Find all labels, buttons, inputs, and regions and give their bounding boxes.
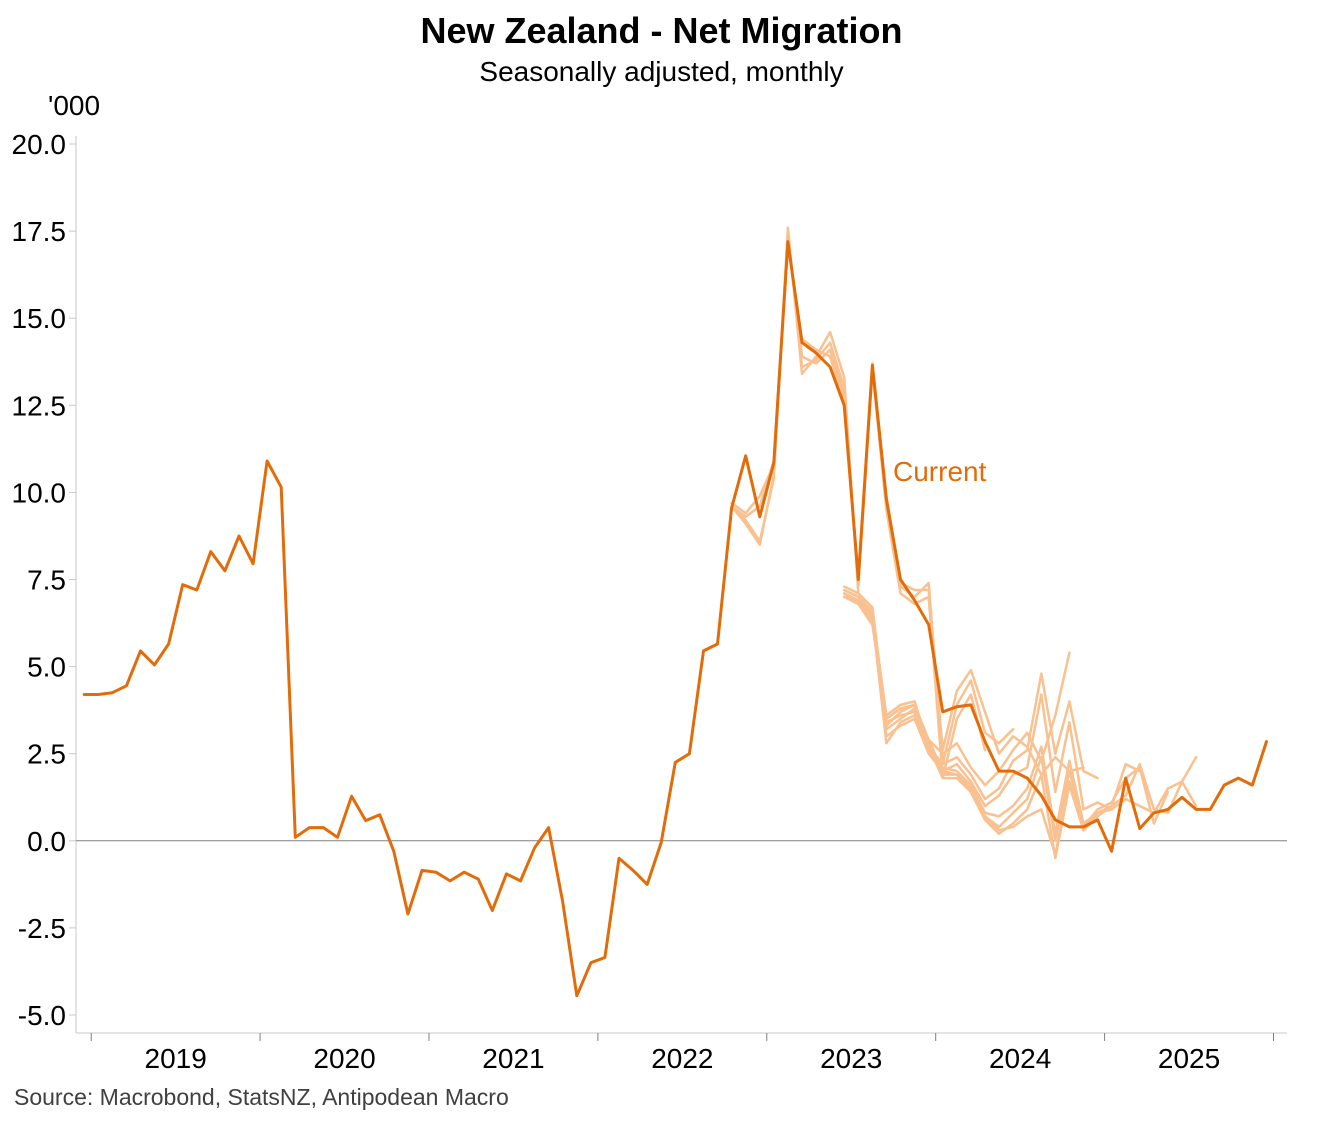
x-tick-label: 2019 — [145, 1043, 207, 1074]
source-note: Source: Macrobond, StatsNZ, Antipodean M… — [14, 1084, 509, 1110]
x-tick-label: 2024 — [989, 1043, 1051, 1074]
x-axis-ticks: 2019 2020 2021 2022 2023 2024 2025 — [90, 1033, 1274, 1074]
series-line-vintage-7 — [842, 592, 1113, 811]
y-tick-label: 10.0 — [12, 477, 67, 508]
chart-title: New Zealand - Net Migration — [420, 10, 903, 51]
series-line-vintage-2 — [730, 229, 987, 780]
x-tick-label: 2022 — [651, 1043, 713, 1074]
y-tick-label: 5.0 — [27, 652, 66, 683]
annotation-current: Current — [893, 456, 987, 487]
series-line-vintage-4 — [730, 243, 1085, 776]
y-tick-label: 7.5 — [27, 565, 66, 596]
chart-subtitle: Seasonally adjusted, monthly — [479, 56, 844, 87]
y-tick-label: -2.5 — [18, 913, 66, 944]
series-line-vintage-3 — [730, 236, 1015, 766]
y-tick-label: -5.0 — [18, 1000, 66, 1031]
series-line-current — [82, 240, 1268, 998]
series-line-vintage-10 — [842, 588, 1198, 860]
y-tick-label: 2.5 — [27, 739, 66, 770]
series-line-vintage-5 — [842, 588, 1071, 787]
y-axis-unit-label: '000 — [48, 90, 101, 121]
y-tick-label: 0.0 — [27, 826, 66, 857]
y-tick-label: 15.0 — [12, 303, 67, 334]
x-tick-label: 2025 — [1158, 1043, 1220, 1074]
series-line-vintage-11 — [842, 592, 1198, 856]
series-line-vintage-6 — [842, 595, 1099, 801]
y-tick-label: 20.0 — [12, 129, 67, 160]
x-tick-label: 2020 — [313, 1043, 375, 1074]
y-tick-label: 17.5 — [12, 216, 67, 247]
y-axis-ticks: 20.0 17.5 15.0 12.5 10.0 7.5 5.0 2.5 0.0 -2.5 -5.0 — [12, 129, 76, 1031]
x-tick-label: 2023 — [820, 1043, 882, 1074]
series-line-vintage-8 — [842, 585, 1142, 836]
x-tick-label: 2021 — [482, 1043, 544, 1074]
vintage-series-group — [730, 226, 1198, 860]
series-line-vintage-9 — [842, 595, 1170, 843]
y-tick-label: 12.5 — [12, 390, 67, 421]
